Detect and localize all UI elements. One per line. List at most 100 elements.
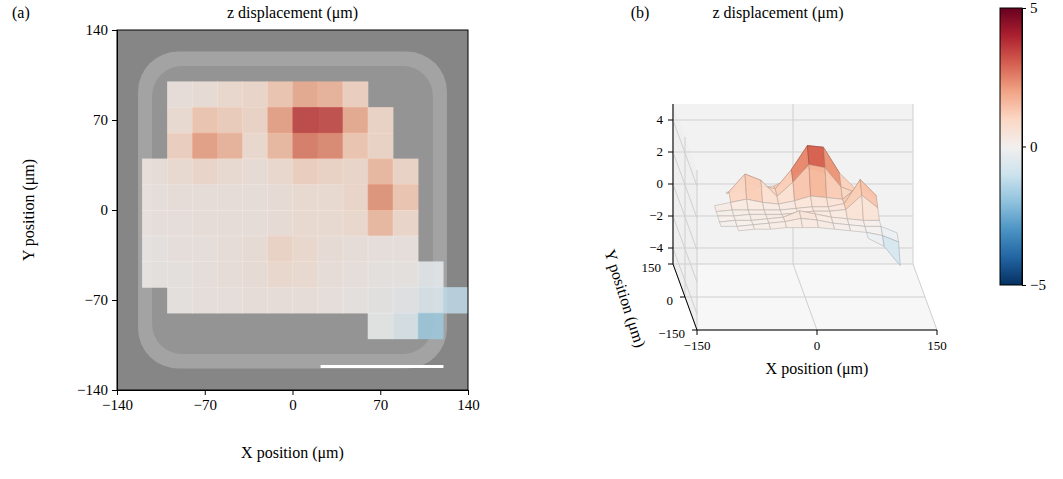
tick-label: 5 [1030, 0, 1038, 16]
surface-patch [785, 218, 803, 227]
heatmap-cell [167, 261, 193, 287]
heatmap-cell [418, 313, 444, 339]
axis-line [1023, 9, 1027, 286]
x-axis-title: X position (μm) [241, 444, 344, 462]
tick-mark [668, 248, 673, 249]
heatmap-cell [418, 287, 444, 313]
tick-label: 0 [101, 202, 109, 218]
heatmap-cell [318, 261, 344, 287]
surface-patch [769, 222, 787, 230]
heatmap-cell [393, 261, 419, 287]
surface-patch [862, 195, 880, 220]
y-axis-title: Y position (μm) [600, 247, 649, 350]
heatmap-cell [192, 159, 218, 185]
heatmap-cell [293, 81, 319, 107]
tick-mark [680, 297, 685, 298]
heatmap-cell [267, 236, 293, 262]
heatmap-cell [192, 236, 218, 262]
tick-mark [937, 330, 938, 335]
heatmap-cell [343, 133, 369, 159]
heatmap-cell [167, 81, 193, 107]
heatmap-cell [217, 159, 243, 185]
surface-patch [795, 196, 813, 208]
heatmap-cell [167, 287, 193, 313]
heatmap-cell [293, 133, 319, 159]
heatmap-cell [167, 133, 193, 159]
heatmap-cell [167, 236, 193, 262]
axis-line [118, 391, 469, 396]
heatmap-cell [242, 159, 268, 185]
surface-patch [737, 225, 755, 231]
tick-mark [1022, 8, 1026, 9]
surface-patch [747, 199, 765, 210]
panel-b: −1500150−1500150−4−2024(b)z displacement… [600, 0, 1046, 378]
surface-patch [719, 220, 737, 226]
heatmap-cell [318, 210, 344, 236]
heatmap-cell [242, 184, 268, 210]
heatmap-cell [368, 210, 394, 236]
tick-mark [380, 390, 381, 395]
tick-mark [112, 30, 117, 31]
tick-mark [668, 120, 673, 121]
back-pane [673, 104, 913, 264]
tick-mark [112, 210, 117, 211]
heatmap-cell [318, 184, 344, 210]
tick-mark [668, 152, 673, 153]
heatmap-cell [217, 261, 243, 287]
tick-mark [112, 300, 117, 301]
heatmap-cell [267, 159, 293, 185]
heatmap-cell [167, 184, 193, 210]
grid-line [673, 216, 697, 282]
heatmap-cell [142, 261, 168, 287]
tick-labels: −1500150−1500150−4−2024 [642, 112, 947, 353]
surface-patch [809, 164, 827, 197]
heatmap-cell [343, 236, 369, 262]
heatmap-cell [368, 159, 394, 185]
tick-label: 140 [86, 22, 109, 38]
tick-label: −4 [649, 240, 663, 255]
tick-label: 2 [657, 144, 664, 159]
heatmap-cell [192, 81, 218, 107]
axis: −140−70070140 [102, 390, 480, 413]
tick-label: 150 [642, 260, 662, 275]
heatmap-cell [267, 261, 293, 287]
tick: 140 [86, 22, 118, 38]
tick: −140 [77, 382, 117, 398]
surface-patch [817, 220, 835, 229]
surface-patch [807, 146, 825, 168]
tick-label: −2 [649, 208, 663, 223]
heatmap-cell [242, 210, 268, 236]
surface [715, 146, 901, 266]
tick-mark [1022, 285, 1026, 286]
tick-mark [668, 184, 673, 185]
tick-mark [468, 390, 469, 395]
tick-label: 70 [373, 397, 388, 413]
axes [668, 104, 937, 335]
tick: −70 [194, 390, 217, 413]
surface-patch [764, 210, 782, 214]
heatmap-cell [142, 184, 168, 210]
grid-line [673, 248, 913, 249]
heatmap-cell [343, 287, 369, 313]
grid-line [673, 120, 697, 186]
heatmap-cell [343, 184, 369, 210]
heatmap-cell [242, 133, 268, 159]
heatmap-cell [343, 210, 369, 236]
surface-patch [729, 174, 747, 202]
surface-patch [753, 223, 771, 229]
heatmap-cell [192, 184, 218, 210]
tick-mark [817, 330, 818, 335]
heatmap-cell [318, 81, 344, 107]
colorbar-scale [1000, 8, 1022, 285]
tick: 0 [289, 390, 297, 413]
heatmap-cell [167, 210, 193, 236]
grid-line [673, 184, 697, 250]
heatmap-cell [142, 210, 168, 236]
tick-mark [668, 216, 673, 217]
heatmap-cell [142, 159, 168, 185]
heatmap-cell [393, 287, 419, 313]
tick-label: 70 [93, 112, 108, 128]
heatmap-cell [293, 159, 319, 185]
chart-title: z displacement (μm) [712, 4, 843, 22]
heatmap-cell [267, 184, 293, 210]
